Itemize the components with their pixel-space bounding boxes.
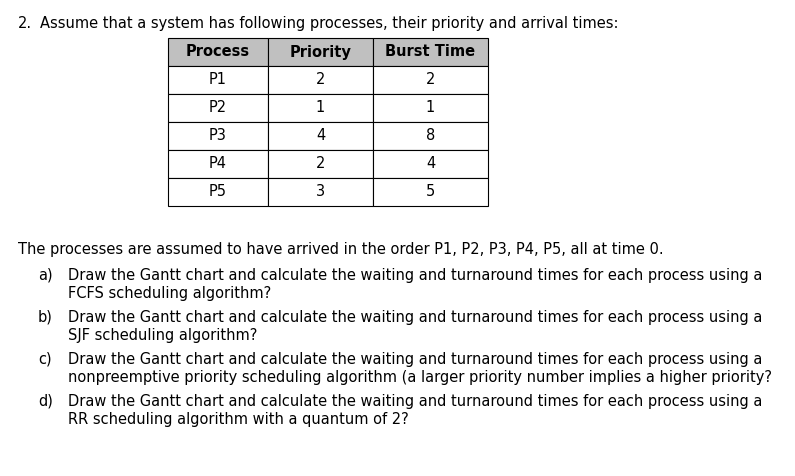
Text: Assume that a system has following processes, their priority and arrival times:: Assume that a system has following proce… [40, 16, 619, 31]
Text: 2: 2 [316, 72, 325, 88]
Bar [373, 150, 488, 178]
Text: Process: Process [186, 44, 250, 60]
Text: P5: P5 [209, 185, 227, 199]
Text: Draw the Gantt chart and calculate the waiting and turnaround times for each pro: Draw the Gantt chart and calculate the w… [68, 268, 762, 283]
Text: 8: 8 [426, 129, 435, 143]
Bar [373, 122, 488, 150]
Text: Priority: Priority [289, 44, 351, 60]
Bar [168, 122, 268, 150]
Text: Draw the Gantt chart and calculate the waiting and turnaround times for each pro: Draw the Gantt chart and calculate the w… [68, 352, 762, 367]
Bar [268, 94, 373, 122]
Text: SJF scheduling algorithm?: SJF scheduling algorithm? [68, 328, 258, 343]
Text: b): b) [38, 310, 53, 325]
Bar [373, 66, 488, 94]
Text: P4: P4 [209, 157, 227, 171]
Text: c): c) [38, 352, 52, 367]
Bar [168, 38, 268, 66]
Text: RR scheduling algorithm with a quantum of 2?: RR scheduling algorithm with a quantum o… [68, 412, 409, 427]
Text: nonpreemptive priority scheduling algorithm (a larger priority number implies a : nonpreemptive priority scheduling algori… [68, 370, 772, 385]
Text: Draw the Gantt chart and calculate the waiting and turnaround times for each pro: Draw the Gantt chart and calculate the w… [68, 394, 762, 409]
Text: 4: 4 [426, 157, 435, 171]
Text: 5: 5 [426, 185, 435, 199]
Bar [168, 150, 268, 178]
Text: FCFS scheduling algorithm?: FCFS scheduling algorithm? [68, 286, 271, 301]
Text: The processes are assumed to have arrived in the order P1, P2, P3, P4, P5, all a: The processes are assumed to have arrive… [18, 242, 664, 257]
Bar [268, 122, 373, 150]
Bar [268, 38, 373, 66]
Bar [373, 38, 488, 66]
Text: P3: P3 [209, 129, 227, 143]
Text: 1: 1 [316, 100, 325, 116]
Text: P1: P1 [209, 72, 227, 88]
Bar [268, 66, 373, 94]
Bar [168, 94, 268, 122]
Text: Draw the Gantt chart and calculate the waiting and turnaround times for each pro: Draw the Gantt chart and calculate the w… [68, 310, 762, 325]
Bar [168, 178, 268, 206]
Text: 4: 4 [316, 129, 325, 143]
Bar [168, 66, 268, 94]
Bar [373, 94, 488, 122]
Text: P2: P2 [209, 100, 227, 116]
Text: d): d) [38, 394, 53, 409]
Bar [268, 150, 373, 178]
Bar [268, 178, 373, 206]
Text: Burst Time: Burst Time [386, 44, 475, 60]
Text: 1: 1 [426, 100, 435, 116]
Text: 2: 2 [316, 157, 325, 171]
Text: 2: 2 [426, 72, 435, 88]
Text: 2.: 2. [18, 16, 32, 31]
Text: 3: 3 [316, 185, 325, 199]
Bar [373, 178, 488, 206]
Text: a): a) [38, 268, 52, 283]
